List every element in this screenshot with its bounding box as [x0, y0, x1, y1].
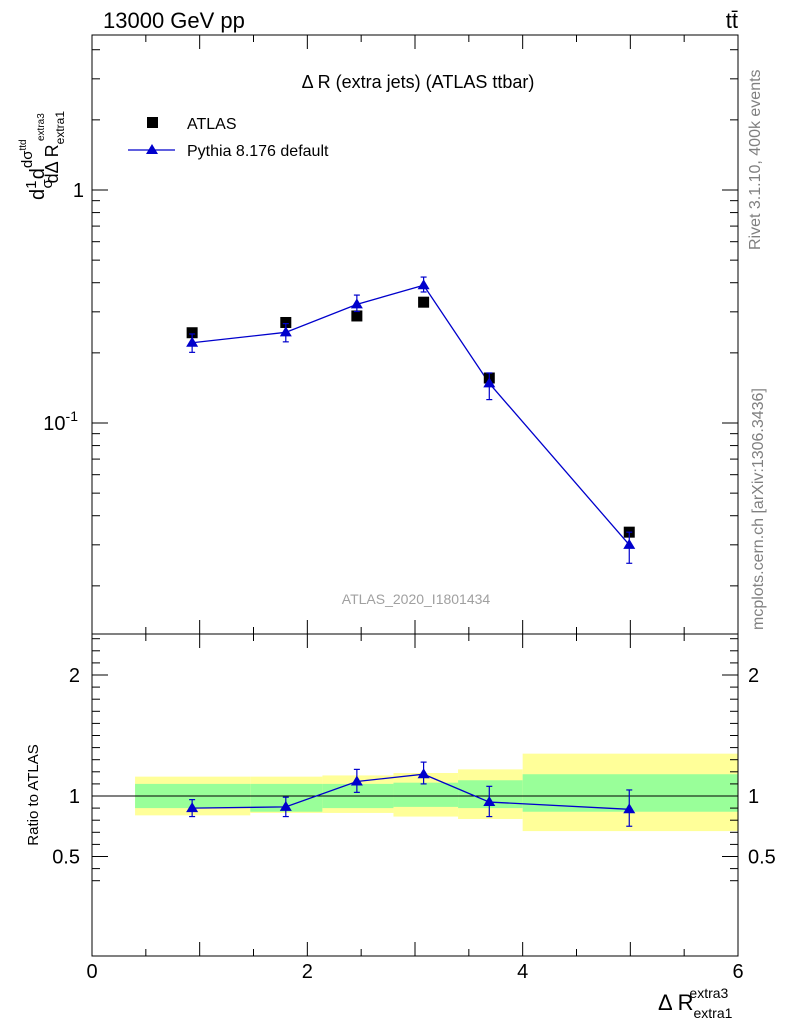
ratio-x-tick-label: 6 [732, 961, 743, 983]
data-point [280, 316, 292, 328]
main-y-tick-labels: 1 10-1 [43, 180, 84, 435]
ratio-mc-point [483, 796, 496, 807]
ratio-y-tick-label: 1 [69, 786, 80, 808]
ratio-frame [91, 633, 739, 957]
ratio-mc-line [192, 773, 630, 810]
watermark: ATLAS_2020_I1801434 [342, 591, 491, 607]
mc-point [483, 377, 496, 388]
rivet-label: Rivet 3.1.10, 400k events [747, 69, 764, 250]
x-axis-label: Δ Rextra1extra3 [658, 985, 733, 1021]
header-right: tt̄ [726, 8, 738, 33]
ratio-y-tick-label-right: 2 [748, 665, 759, 687]
ratio-axis-ticks [91, 634, 739, 956]
header-left: 13000 GeV pp [103, 8, 245, 33]
ratio-y-tick-label-right: 1 [748, 786, 759, 808]
ratio-x-tick-label: 0 [86, 961, 97, 983]
ratio-x-tick-labels: 0 2 4 6 [86, 961, 743, 983]
main-y-axis-label-text: d1σddσttd dΔ Rextra1extra3 [18, 111, 67, 200]
ratio-x-tick-label: 2 [302, 961, 313, 983]
ratio-panel: 0.5 0.5 1 1 2 2 0 2 4 6 Ratio to ATLAS Δ Rextra1… [25, 633, 776, 1021]
ratio-y-tick-label: 0.5 [52, 847, 80, 869]
ratio-bands [135, 753, 738, 832]
data-point [186, 327, 198, 339]
main-y-tick-label: 1 [73, 180, 84, 202]
mc-point [279, 326, 292, 337]
ratio-series [186, 761, 636, 827]
legend: ATLAS Pythia 8.176 default [128, 116, 329, 160]
ratio-mc-point [417, 768, 430, 779]
legend-mc-label: Pythia 8.176 default [187, 143, 329, 160]
chart-title: Δ R (extra jets) (ATLAS ttbar) [302, 72, 535, 92]
ratio-mc-point [350, 775, 363, 786]
main-panel: 1 10-1 Δ R (extra jets) (ATLAS ttbar) ATL… [18, 34, 739, 635]
ratio-mc-point [623, 803, 636, 814]
legend-mc-marker [146, 144, 158, 154]
ratio-y-tick-label: 2 [69, 665, 80, 687]
main-y-tick-label: 10-1 [43, 408, 78, 435]
mc-point [623, 538, 636, 549]
data-point [418, 296, 430, 308]
mc-point [417, 279, 430, 290]
legend-data-marker [147, 117, 158, 128]
ratio-y-axis-label: Ratio to ATLAS [25, 744, 42, 845]
ratio-band-inner [393, 782, 459, 807]
ratio-x-tick-label: 4 [517, 961, 528, 983]
mc-point [186, 336, 199, 347]
main-series [186, 276, 636, 564]
data-point [351, 310, 363, 322]
mc-point [350, 298, 363, 309]
mc-line [192, 284, 630, 546]
legend-data-label: ATLAS [187, 116, 237, 133]
mcplots-label: mcplots.cern.ch [arXiv:1306.3436] [750, 388, 767, 630]
ratio-mc-point [186, 802, 199, 813]
ratio-y-tick-labels: 0.5 0.5 1 1 2 2 [52, 665, 776, 869]
ratio-mc-point [279, 800, 292, 811]
ratio-y-tick-label-right: 0.5 [748, 847, 776, 869]
main-y-axis-label: d1σddσttd dΔ Rextra1extra3 [18, 111, 67, 200]
